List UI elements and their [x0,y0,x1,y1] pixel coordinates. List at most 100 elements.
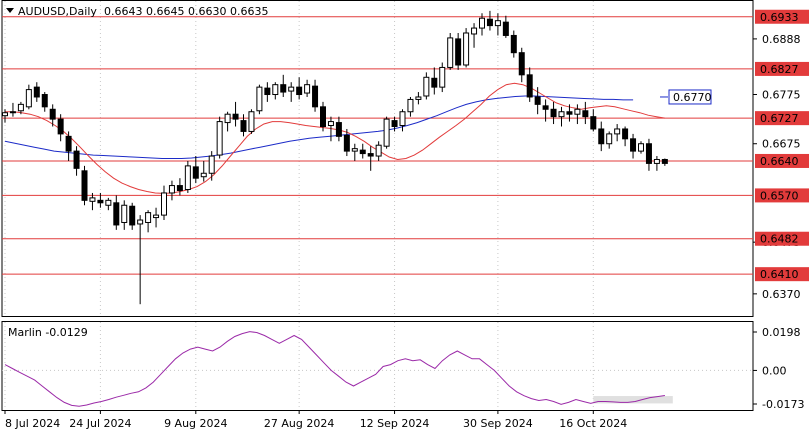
candle-body [431,77,438,88]
candle-body [518,52,525,76]
candle-body [367,153,374,157]
level-label: 0.6640 [760,155,799,168]
level-label: 0.6933 [760,11,799,24]
candle-body [161,192,167,216]
candle-body [17,103,24,112]
indicator-tick-label: 0.0198 [762,326,801,339]
candle-body [9,111,16,114]
ohlc-values: 0.6643 0.6645 0.6630 0.6635 [104,5,268,18]
y-tick-label: 0.6888 [762,33,801,46]
price-panel [1,0,754,317]
level-label-box [755,9,809,24]
candle-body [494,20,501,27]
candle-body [351,148,358,152]
candle-body [25,89,32,108]
candle-body [630,138,637,152]
indicator-tick-label: -0.0173 [762,398,804,411]
symbol-info: AUDUSD,Daily [18,5,97,18]
sma-red-line [5,82,665,194]
price-axis: 0.68880.67750.66750.64750.63700.69330.68… [753,9,809,411]
indicator-band [593,396,673,404]
candle-body [41,94,48,108]
candle-body [192,166,199,179]
candle-body [97,199,104,204]
candle-body [240,120,247,132]
candle-body [391,120,398,128]
x-tick-label: 24 Jul 2024 [69,417,131,430]
level-label: 0.6410 [760,268,799,281]
horizontal-levels: 0.6770 [2,16,753,275]
candle-body [81,170,88,201]
level-label: 0.6827 [760,63,799,76]
candle-body [622,128,629,140]
candle-body [574,108,581,115]
level-label: 0.6570 [760,189,799,202]
candle-body [232,113,239,120]
x-tick-label: 16 Oct 2024 [559,417,627,430]
candle-body [606,133,613,145]
candle-body [2,112,8,117]
level-label-box [755,153,809,168]
marlin-line [4,331,665,407]
candle-body [153,214,160,219]
candle-body [566,111,573,115]
candle-body [137,219,144,225]
candle-body [335,122,342,137]
candle-body [184,165,191,191]
candle-body [129,205,136,226]
grid-layer [4,1,594,410]
candle-body [383,118,390,147]
candle-body [550,108,557,118]
candle-body [375,144,382,157]
candle-body [661,158,668,164]
candle-body [471,27,478,35]
candle-body [176,185,183,191]
level-label-box [755,61,809,76]
candle-body [89,197,96,202]
candle-body [296,86,303,96]
candle-body [343,134,350,152]
candle-body [510,34,517,54]
candle-body [304,84,311,94]
candle-body [534,96,541,105]
candle-body [121,204,128,223]
candle-body [455,38,462,66]
candle-body [359,149,366,155]
level-label-box [755,267,809,282]
oscillator-series [2,331,753,407]
candle-body [73,150,80,169]
candle-body [264,87,271,96]
indicator-label: Marlin -0.0129 [8,326,88,339]
indicator-tick-label: 0.00 [762,364,787,377]
candle-body [645,143,652,164]
level-label-box [755,188,809,203]
y-tick-label: 0.6775 [762,89,801,102]
triangle-down-icon[interactable] [6,8,14,13]
y-tick-label: 0.6675 [762,138,801,151]
candle-body [598,128,605,145]
candle-body [145,212,152,223]
candle-body [57,118,64,135]
candle-body [113,202,120,226]
candle-body [288,86,295,92]
candle-body [224,113,231,124]
candle-body [486,18,493,27]
candle-body [447,37,454,68]
x-tick-label: 12 Sep 2024 [360,417,430,430]
candle-body [407,98,414,113]
candle-body [200,172,207,178]
highlight-label-box [668,89,712,105]
candle-body [463,32,470,66]
candle-body [415,96,422,100]
time-axis: 8 Jul 2024 24 Jul 2024 9 Aug 2024 27 Aug 20… [4,410,627,430]
candle-body [256,86,263,112]
x-tick-label: 9 Aug 2024 [164,417,227,430]
candle-body [216,121,223,156]
candle-body [479,17,485,29]
candle-body [582,110,589,118]
level-label: 0.6482 [760,233,799,246]
candle-body [272,84,279,96]
level-label-box [755,231,809,246]
x-tick-label: 8 Jul 2024 [5,417,60,430]
level-label-box [755,111,809,126]
